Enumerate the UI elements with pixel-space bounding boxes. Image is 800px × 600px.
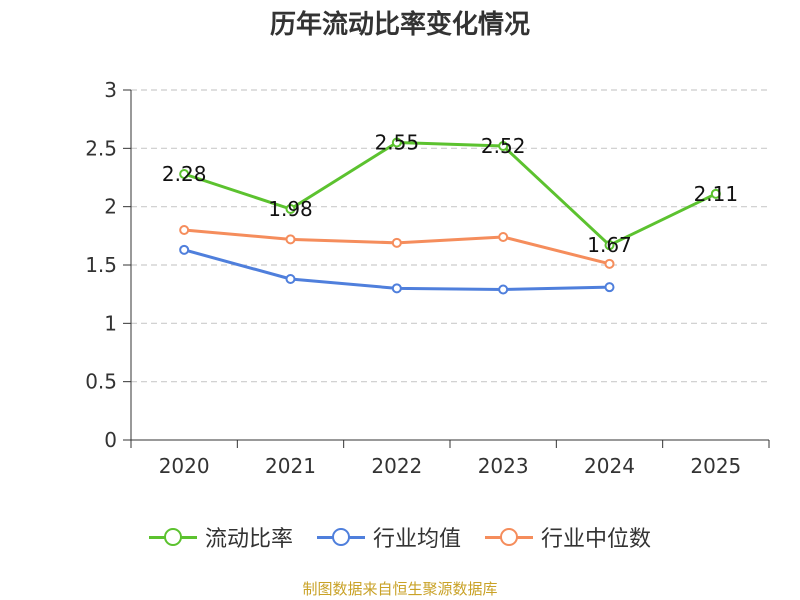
y-tick-label: 0	[104, 428, 117, 452]
data-point	[498, 284, 509, 295]
series-lines	[179, 137, 721, 295]
data-point	[604, 258, 615, 269]
data-point	[179, 169, 190, 179]
legend-item-current-ratio[interactable]: 流动比率	[148, 521, 293, 553]
legend: 流动比率 行业均值 行业中位数	[0, 520, 800, 554]
y-tick-label: 1	[104, 311, 117, 335]
data-point	[391, 237, 402, 248]
data-point	[179, 244, 190, 255]
legend-label: 行业中位数	[541, 527, 652, 552]
legend-label: 行业均值	[372, 527, 461, 552]
y-tick-label: 2.5	[85, 136, 117, 160]
data-point	[285, 234, 296, 245]
data-point	[285, 274, 296, 284]
y-tick-label: 2	[104, 195, 117, 219]
data-label: 2.28	[162, 162, 207, 186]
data-point	[391, 137, 402, 148]
x-tick-label: 2021	[265, 454, 316, 478]
source-note: 制图数据来自恒生聚源数据库	[302, 580, 498, 598]
chart-title: 历年流动比率变化情况	[269, 10, 530, 40]
legend-line-marker-icon	[316, 527, 365, 547]
legend-item-industry-average[interactable]: 行业均值	[316, 521, 461, 553]
data-point	[498, 232, 509, 242]
legend-line-marker-icon	[485, 527, 533, 547]
x-tick-label: 2020	[159, 454, 210, 478]
data-label: 1.98	[268, 197, 313, 221]
legend-label: 流动比率	[204, 527, 293, 552]
x-tick-label: 2025	[690, 454, 741, 478]
data-point	[179, 225, 190, 235]
data-point	[391, 283, 402, 294]
data-point	[498, 141, 509, 151]
x-tick-label: 2023	[478, 454, 529, 478]
data-label: 2.55	[375, 131, 420, 155]
legend-line-marker-icon	[148, 527, 197, 547]
data-point	[604, 240, 615, 251]
y-tick-label: 1.5	[85, 253, 117, 277]
y-tick-label: 0.5	[85, 370, 117, 394]
grid-lines	[131, 89, 769, 383]
y-tick-label: 3	[104, 78, 117, 102]
x-tick-label: 2024	[584, 454, 635, 478]
data-point	[285, 204, 296, 214]
data-label: 2.52	[481, 134, 526, 158]
data-point	[604, 282, 615, 293]
data-label: 2.11	[694, 182, 739, 206]
series-line-current-ratio	[183, 141, 717, 247]
data-labels: 2.28 1.98 2.55 2.52 1.67 2.11	[162, 131, 738, 258]
data-point	[710, 188, 721, 199]
x-tick-label: 2022	[371, 454, 422, 478]
legend-item-industry-median[interactable]: 行业中位数	[485, 521, 651, 553]
data-label: 1.67	[587, 233, 632, 257]
axes: 0 0.5 1 1.5 2 2.5 3 2020 2021 2022 2023 2024 2025	[85, 78, 770, 478]
